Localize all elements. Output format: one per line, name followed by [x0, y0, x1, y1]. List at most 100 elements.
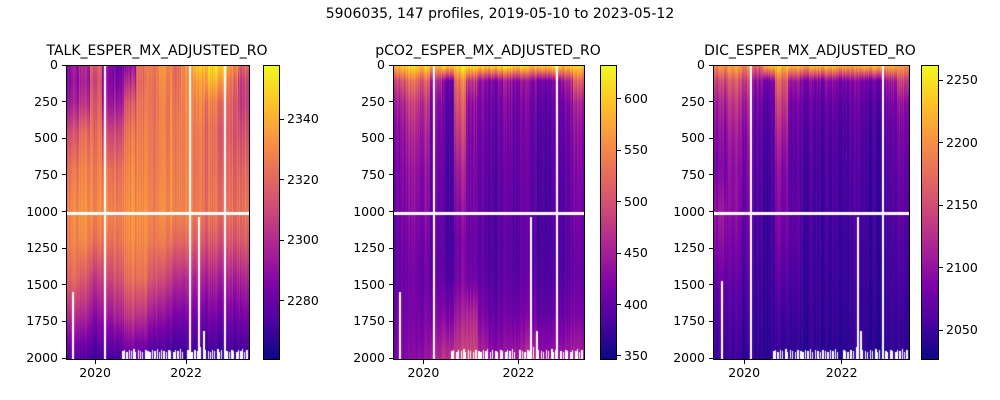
- subplot-dic-title: DIC_ESPER_MX_ADJUSTED_RO: [704, 43, 916, 59]
- colorbar-tick-label: 500: [624, 193, 648, 209]
- y-tick-label: 1500: [673, 276, 705, 292]
- y-tick-mark: [709, 101, 713, 103]
- y-tick-mark: [62, 247, 66, 249]
- y-tick-mark: [62, 357, 66, 359]
- y-tick-mark: [62, 174, 66, 176]
- dic-heatmap-canvas: [714, 66, 909, 359]
- colorbar-tick-label: 2100: [946, 259, 978, 275]
- x-tick-mark: [517, 360, 519, 364]
- x-tick-mark: [841, 360, 843, 364]
- y-tick-label: 750: [361, 166, 385, 182]
- y-tick-mark: [62, 211, 66, 212]
- x-tick-label: 2022: [502, 365, 535, 380]
- x-tick-label: 2020: [407, 365, 440, 380]
- pco2-colorbar: [600, 65, 617, 360]
- colorbar-tick-label: 2340: [287, 111, 319, 127]
- y-tick-mark: [389, 284, 393, 286]
- colorbar-tick-mark: [280, 300, 284, 302]
- y-tick-label: 1500: [353, 276, 385, 292]
- colorbar-tick-mark: [280, 179, 284, 181]
- colorbar-tick-label: 2150: [946, 196, 978, 212]
- y-tick-label: 1750: [353, 313, 385, 329]
- y-tick-mark: [62, 284, 66, 286]
- y-tick-mark: [389, 247, 393, 249]
- y-tick-label: 2000: [26, 349, 58, 365]
- y-tick-mark: [709, 174, 713, 176]
- y-tick-label: 1250: [26, 239, 58, 255]
- talk-colorbar: [263, 65, 280, 360]
- dic-colorbar-gradient: [922, 66, 938, 359]
- y-tick-label: 1250: [673, 239, 705, 255]
- colorbar-tick-label: 450: [624, 244, 648, 260]
- y-tick-label: 250: [681, 93, 705, 109]
- talk-colorbar-gradient: [264, 66, 279, 359]
- y-tick-label: 1000: [673, 203, 705, 219]
- y-tick-mark: [62, 137, 66, 139]
- y-tick-label: 0: [50, 56, 58, 72]
- y-tick-mark: [389, 64, 393, 66]
- y-tick-mark: [389, 101, 393, 103]
- y-tick-mark: [389, 320, 393, 322]
- talk-plot-area: [66, 65, 250, 360]
- colorbar-tick-mark: [939, 329, 943, 331]
- y-tick-label: 1500: [26, 276, 58, 292]
- y-tick-mark: [62, 320, 66, 322]
- colorbar-tick-mark: [939, 79, 943, 81]
- x-tick-mark: [185, 360, 187, 364]
- y-tick-mark: [389, 211, 393, 212]
- colorbar-tick-mark: [280, 239, 284, 241]
- y-tick-label: 0: [697, 56, 705, 72]
- colorbar-tick-mark: [617, 98, 621, 100]
- y-tick-mark: [709, 64, 713, 66]
- colorbar-tick-label: 400: [624, 296, 648, 312]
- y-tick-mark: [389, 357, 393, 359]
- x-tick-label: 2022: [825, 365, 858, 380]
- colorbar-tick-label: 2280: [287, 292, 319, 308]
- pco2-colorbar-gradient: [601, 66, 616, 359]
- colorbar-tick-mark: [280, 118, 284, 120]
- y-tick-mark: [389, 174, 393, 176]
- y-tick-label: 250: [361, 93, 385, 109]
- y-tick-label: 0: [377, 56, 385, 72]
- y-tick-mark: [709, 284, 713, 286]
- colorbar-tick-mark: [939, 267, 943, 269]
- colorbar-tick-mark: [939, 204, 943, 206]
- y-tick-label: 1750: [673, 313, 705, 329]
- colorbar-tick-mark: [617, 252, 621, 254]
- y-tick-mark: [62, 64, 66, 66]
- talk-heatmap-canvas: [67, 66, 249, 359]
- dic-plot-area: [713, 65, 910, 360]
- y-tick-label: 500: [681, 130, 705, 145]
- y-tick-label: 2000: [673, 349, 705, 365]
- colorbar-tick-label: 2300: [287, 231, 319, 247]
- colorbar-tick-label: 600: [624, 90, 648, 106]
- x-tick-mark: [743, 360, 745, 364]
- dic-colorbar: [921, 65, 939, 360]
- colorbar-tick-label: 550: [624, 142, 648, 158]
- y-tick-label: 750: [681, 166, 705, 182]
- x-tick-label: 2020: [728, 365, 761, 380]
- y-tick-mark: [709, 211, 713, 212]
- colorbar-tick-label: 2250: [946, 71, 978, 87]
- subplot-talk-title: TALK_ESPER_MX_ADJUSTED_RO: [46, 43, 268, 59]
- pco2-heatmap-canvas: [394, 66, 584, 359]
- pco2-plot-area: [393, 65, 585, 360]
- y-tick-label: 500: [34, 130, 58, 145]
- colorbar-tick-label: 2050: [946, 322, 978, 338]
- y-tick-label: 1000: [353, 203, 385, 219]
- x-tick-label: 2022: [170, 365, 203, 380]
- colorbar-tick-label: 2200: [946, 134, 978, 150]
- x-tick-mark: [94, 360, 96, 364]
- y-tick-label: 1750: [26, 313, 58, 329]
- figure-title: 5906035, 147 profiles, 2019-05-10 to 202…: [325, 6, 675, 22]
- y-tick-label: 250: [34, 93, 58, 109]
- y-tick-label: 500: [361, 130, 385, 145]
- colorbar-tick-mark: [617, 355, 621, 357]
- y-tick-label: 1250: [353, 239, 385, 255]
- y-tick-mark: [709, 320, 713, 322]
- y-tick-mark: [389, 137, 393, 139]
- x-tick-mark: [422, 360, 424, 364]
- x-tick-label: 2020: [79, 365, 112, 380]
- y-tick-label: 2000: [353, 349, 385, 365]
- colorbar-tick-label: 2320: [287, 171, 319, 187]
